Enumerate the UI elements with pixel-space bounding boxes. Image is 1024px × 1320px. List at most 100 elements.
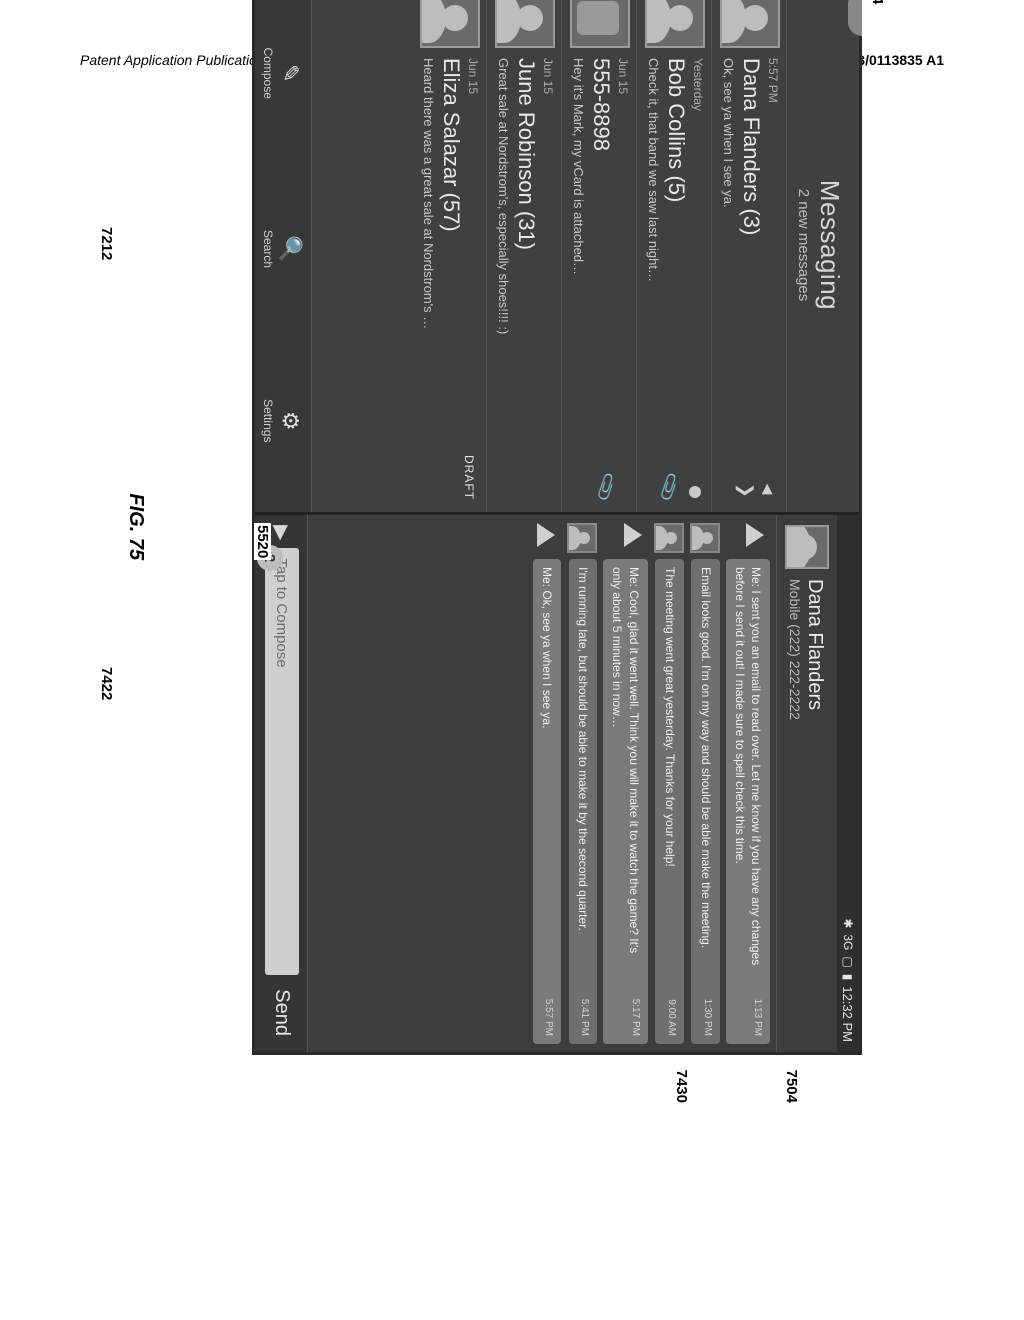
conversation-body: Jun 15 June Robinson (31) Great sale at … — [495, 58, 555, 502]
figure-75-wrap: Messaging 2 new messages 5:57 PM Dana Fl… — [162, 0, 862, 1055]
contact-text: Dana Flanders Mobile (222) 222-2222 — [788, 579, 827, 720]
thread-header[interactable]: Dana Flanders Mobile (222) 222-2222 — [776, 515, 837, 1052]
battery-icon: ▮ — [841, 974, 855, 981]
message-timestamp: 9:00 AM — [664, 999, 678, 1036]
draft-badge: DRAFT — [462, 455, 476, 500]
compose-icon: ✎ — [277, 48, 303, 99]
status-bar: ✱ 3G ▢ ▮ 12:32 PM — [837, 515, 859, 1052]
message-bubble[interactable]: Me: I sent you an email to read over. Le… — [726, 559, 770, 1044]
message-bubble[interactable]: Me: Ok, see ya when I see ya. 5:57 PM — [533, 559, 561, 1044]
unread-subtitle: 2 new messages — [795, 0, 812, 502]
search-label: Search — [261, 230, 275, 268]
list-header: Messaging 2 new messages — [787, 0, 859, 512]
conversation-row[interactable]: Jun 15 Eliza Salazar (57) Heard there wa… — [412, 0, 487, 512]
message-timestamp: 1:13 PM — [751, 999, 765, 1036]
conversation-name: Dana Flanders (3) — [738, 58, 764, 502]
avatar — [645, 0, 705, 48]
settings-button[interactable]: ⚙ Settings — [261, 399, 303, 442]
unread-dot-icon — [689, 486, 701, 498]
avatar — [570, 0, 630, 48]
conversation-name: June Robinson (31) — [513, 58, 539, 502]
network-icon: 3G — [841, 934, 855, 950]
avatar — [420, 0, 480, 48]
settings-label: Settings — [261, 399, 275, 442]
conversation-name: Bob Collins (5) — [663, 58, 689, 502]
conversation-time: Yesterday — [691, 58, 705, 502]
me-indicator-icon — [531, 523, 561, 553]
message-text: Email looks good. I'm on my way and shou… — [699, 567, 713, 948]
callout-5520: 5520 — [254, 523, 271, 560]
callout-7430: 7430 — [673, 1068, 690, 1105]
message-text: I'm running late, but should be able to … — [576, 567, 590, 931]
compose-label: Compose — [261, 48, 275, 99]
conversation-name: 555-8898 — [588, 58, 614, 502]
conversation-time: 5:57 PM — [766, 58, 780, 502]
message-row: Email looks good. I'm on my way and shou… — [690, 523, 720, 1044]
conversation-time: Jun 15 — [466, 58, 480, 502]
contact-avatar — [785, 525, 829, 569]
contact-number: Mobile (222) 222-2222 — [788, 579, 804, 720]
compose-placeholder: Tap to Compose — [274, 558, 291, 667]
message-bubble[interactable]: Me: Cool, glad it went well. Think you w… — [603, 559, 647, 1044]
avatar — [720, 0, 780, 48]
compose-input[interactable]: Tap to Compose — [265, 548, 299, 975]
search-button[interactable]: 🔍 Search — [261, 230, 303, 268]
conversation-list: 5:57 PM Dana Flanders (3) Ok, see ya whe… — [312, 0, 787, 512]
conversation-row[interactable]: Jun 15 555-8898 Hey it's Mark, my vCard … — [562, 0, 637, 512]
chevron-right-icon[interactable]: ❯ — [735, 483, 756, 498]
contact-name: Dana Flanders — [804, 579, 827, 720]
conversation-row[interactable]: Yesterday Bob Collins (5) Check it, that… — [637, 0, 712, 512]
conversation-row[interactable]: Jun 15 June Robinson (31) Great sale at … — [487, 0, 562, 512]
conversation-row[interactable]: 5:57 PM Dana Flanders (3) Ok, see ya whe… — [712, 0, 787, 512]
reply-icon: ◄ — [757, 480, 778, 498]
list-footer: ✎ Compose 🔍 Search ⚙ Settings — [255, 0, 312, 512]
message-row: Me: Cool, glad it went well. Think you w… — [603, 523, 647, 1044]
gear-icon: ⚙ — [277, 399, 303, 442]
callout-7504: 7504 — [783, 1068, 800, 1105]
send-button[interactable]: Send — [267, 983, 298, 1042]
message-timestamp: 1:30 PM — [700, 999, 714, 1036]
message-text: Me: Cool, glad it went well. Think you w… — [610, 567, 640, 953]
message-bubble[interactable]: Email looks good. I'm on my way and shou… — [691, 559, 719, 1044]
conversation-body: Yesterday Bob Collins (5) Check it, that… — [645, 58, 705, 502]
conversation-time: Jun 15 — [541, 58, 555, 502]
message-text: Me: I sent you an email to read over. Le… — [733, 567, 763, 965]
callout-7422: 7422 — [98, 665, 115, 702]
search-icon: 🔍 — [277, 230, 303, 268]
compose-button[interactable]: ✎ Compose — [261, 48, 303, 99]
message-row: I'm running late, but should be able to … — [567, 523, 597, 1044]
conversation-preview: Ok, see ya when I see ya. — [721, 58, 736, 502]
conversation-preview: Check it, that band we saw last night… — [646, 58, 661, 502]
message-thread[interactable]: Me: I sent you an email to read over. Le… — [308, 515, 776, 1052]
conversation-preview: Heard there was a great sale at Nordstro… — [421, 58, 436, 502]
expand-icon[interactable]: ▶ — [270, 525, 295, 540]
conversation-preview: Great sale at Nordstrom's, especially sh… — [496, 58, 511, 502]
bluetooth-icon: ✱ — [841, 918, 855, 928]
signal-icon: ▢ — [841, 956, 855, 967]
message-bubble[interactable]: I'm running late, but should be able to … — [569, 559, 597, 1044]
me-indicator-icon — [740, 523, 770, 553]
app-title: Messaging — [814, 0, 845, 502]
status-time: 12:32 PM — [841, 986, 856, 1042]
message-row: Me: I sent you an email to read over. Le… — [726, 523, 770, 1044]
sender-avatar — [567, 523, 597, 553]
conversation-list-pane: Messaging 2 new messages 5:57 PM Dana Fl… — [255, 0, 859, 515]
avatar — [495, 0, 555, 48]
message-timestamp: 5:57 PM — [542, 999, 556, 1036]
message-timestamp: 5:41 PM — [578, 999, 592, 1036]
message-text: Me: Ok, see ya when I see ya. — [540, 567, 554, 728]
conversation-body: Jun 15 Eliza Salazar (57) Heard there wa… — [420, 58, 480, 502]
callout-7212: 7212 — [98, 225, 115, 262]
message-text: The meeting went great yesterday. Thanks… — [663, 567, 677, 867]
conversation-time: Jun 15 — [616, 58, 630, 502]
message-timestamp: 5:17 PM — [628, 999, 642, 1036]
device-notch — [848, 0, 862, 36]
conversation-body: 5:57 PM Dana Flanders (3) Ok, see ya whe… — [720, 58, 780, 502]
message-bubble[interactable]: The meeting went great yesterday. Thanks… — [655, 559, 683, 1044]
conversation-name: Eliza Salazar (57) — [438, 58, 464, 502]
figure-label: FIG. 75 — [124, 493, 147, 560]
callout-7204: 7204 — [869, 0, 886, 6]
message-row: Me: Ok, see ya when I see ya. 5:57 PM — [531, 523, 561, 1044]
dual-pane-device: Messaging 2 new messages 5:57 PM Dana Fl… — [252, 0, 862, 1055]
message-row: The meeting went great yesterday. Thanks… — [654, 523, 684, 1044]
